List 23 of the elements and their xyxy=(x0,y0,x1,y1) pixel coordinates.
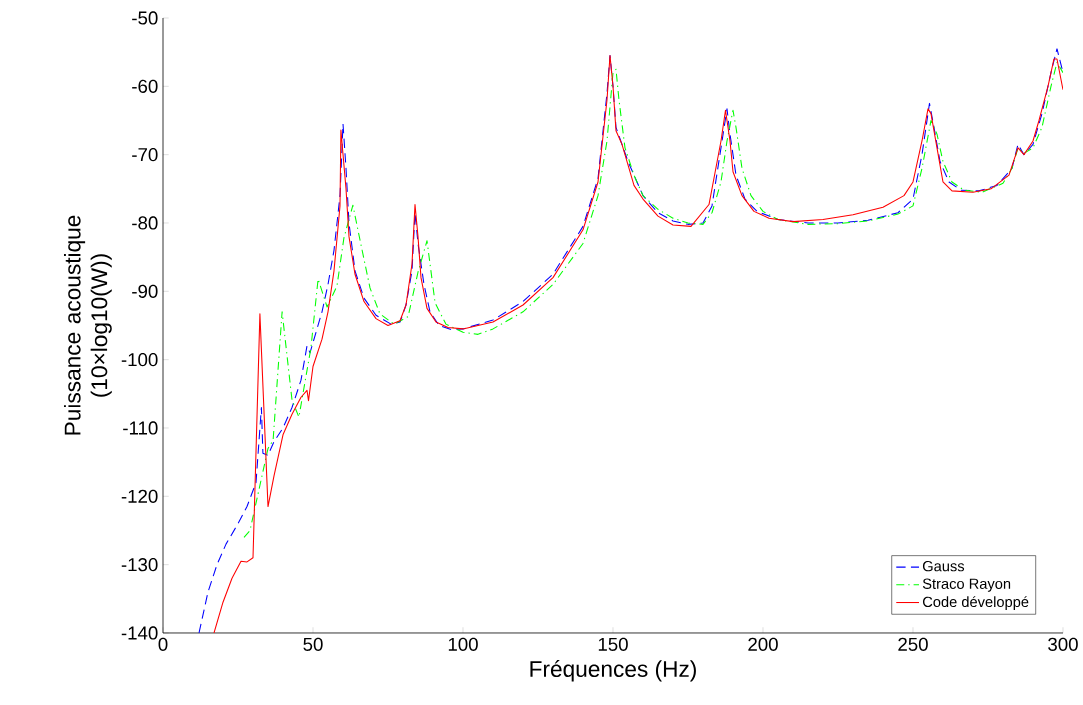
y-tick-label: -50 xyxy=(132,11,158,25)
x-tick-label: 100 xyxy=(448,637,478,651)
y-tick-label: -120 xyxy=(121,489,158,503)
y-tick-label: -60 xyxy=(132,79,158,93)
legend-label: Gauss xyxy=(922,561,965,572)
y-tick-label: -100 xyxy=(121,353,158,367)
y-tick-label: -80 xyxy=(132,216,158,230)
x-tick-label: 300 xyxy=(1048,637,1078,651)
x-tick-label: 200 xyxy=(748,637,778,651)
y-axis-title: Puissance acoustique (10×log10(W)) xyxy=(64,215,112,435)
legend-label: Code développé xyxy=(922,596,1029,610)
x-tick-label: 0 xyxy=(158,637,168,651)
y-tick-label: -140 xyxy=(121,626,158,640)
x-axis-title: Fréquences (Hz) xyxy=(530,660,696,682)
x-tick-label: 250 xyxy=(898,637,928,651)
y-tick-label: -70 xyxy=(132,148,158,162)
x-tick-label: 50 xyxy=(303,637,323,651)
y-tick-label: -110 xyxy=(123,421,158,435)
y-tick-label: -130 xyxy=(121,558,158,572)
x-tick-label: 150 xyxy=(598,637,628,651)
legend-label: Straco Rayon xyxy=(922,578,1011,592)
y-tick-label: -90 xyxy=(132,284,158,298)
line-series xyxy=(243,61,1063,538)
